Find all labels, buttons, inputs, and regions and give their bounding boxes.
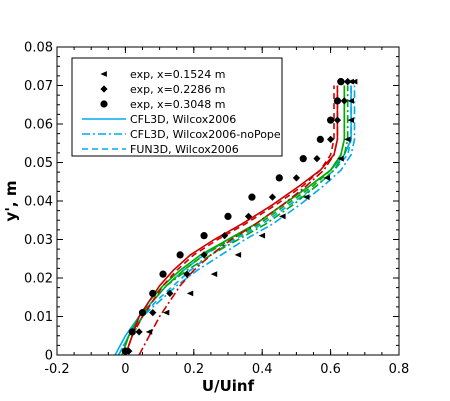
legend-entry-label: CFL3D, Wilcox2006-noPope (130, 128, 281, 141)
marker-circle-9 (248, 193, 256, 201)
y-tick-label: 0.04 (24, 195, 53, 210)
y-tick-label: 0 (45, 349, 53, 364)
y-tick-label: 0.02 (24, 272, 53, 287)
marker-triangle-left-7 (258, 232, 266, 239)
x-tick-label: 0 (121, 362, 129, 377)
marker-circle-4 (149, 289, 157, 297)
y-axis-label: y', m (2, 181, 20, 222)
marker-circle-5 (159, 270, 167, 278)
marker-triangle-left-11 (337, 155, 344, 162)
y-tick-label: 0.06 (24, 118, 53, 133)
marker-circle-2 (128, 328, 136, 336)
series-line-3 (117, 85, 352, 356)
marker-diamond-6 (200, 251, 208, 259)
marker-circle-13 (327, 116, 335, 124)
marker-triangle-left-4 (186, 290, 194, 297)
legend-entry-label: exp, x=0.2286 m (130, 83, 226, 96)
y-tick-label: 0.01 (24, 310, 53, 325)
series-layer (114, 85, 356, 356)
marker-triangle-left-5 (210, 271, 218, 278)
marker-circle-3 (138, 309, 147, 317)
legend-marker-diamond (100, 85, 108, 93)
marker-diamond-3 (149, 309, 157, 317)
y-tick-label: 0.05 (24, 156, 53, 171)
x-tick-label: 0.2 (183, 362, 204, 377)
marker-triangle-left-16 (350, 78, 358, 85)
series-line-9 (124, 85, 335, 356)
legend-entry-label: CFL3D, Wilcox2006 (130, 113, 236, 126)
marker-diamond-9 (268, 193, 277, 201)
legend-entry-label: FUN3D, Wilcox2006 (130, 143, 239, 156)
marker-circle-11 (299, 155, 307, 163)
legend-box (71, 57, 283, 157)
marker-circle-10 (275, 174, 283, 182)
marker-diamond-14 (340, 97, 348, 105)
marker-diamond-2 (135, 328, 143, 336)
legend-marker-circle (100, 100, 108, 108)
marker-triangle-left-14 (347, 98, 354, 104)
marker-diamond-8 (244, 212, 253, 220)
marker-triangle-left-2 (145, 329, 153, 335)
x-tick-label: 0.8 (389, 362, 410, 377)
marker-triangle-left-8 (279, 213, 286, 220)
marker-diamond-11 (313, 155, 321, 163)
legend: exp, x=0.1524 m exp, x=0.2286 m exp, x=0.3… (71, 57, 283, 157)
legend-entry-label: exp, x=0.1524 m (130, 68, 226, 81)
marker-circle-16 (337, 78, 345, 86)
marker-diamond-10 (292, 174, 300, 182)
series-line-8 (138, 85, 339, 356)
marker-triangle-left-6 (234, 252, 242, 258)
x-axis-label: U/Uinf (202, 377, 255, 395)
y-tick-label: 0.07 (24, 79, 53, 94)
marker-circle-12 (316, 135, 324, 143)
x-tick-label: 0.6 (320, 362, 341, 377)
marker-triangle-left-3 (162, 309, 170, 316)
marker-circle-8 (224, 212, 232, 220)
marker-diamond-7 (220, 232, 229, 240)
x-tick-label: 0.4 (252, 362, 273, 377)
x-tick-label: -0.2 (44, 362, 69, 377)
marker-diamond-5 (183, 270, 191, 278)
marker-circle-6 (176, 251, 184, 259)
marker-triangle-left-13 (347, 117, 354, 124)
marker-circle-7 (200, 232, 208, 240)
series-line-6 (121, 85, 346, 356)
marker-diamond-13 (333, 116, 342, 124)
marker-diamond-16 (344, 78, 352, 86)
marker-triangle-left-12 (344, 136, 351, 143)
marker-triangle-left-9 (303, 194, 310, 201)
y-tick-label: 0.08 (24, 41, 53, 56)
legend-marker-triangle-left (100, 71, 107, 77)
legend-entry-label: exp, x=0.3048 m (130, 98, 226, 111)
tick-layer: -0.2 0 0.2 0.4 0.6 0.800.010.020.030.040.050.… (24, 41, 409, 378)
marker-diamond-12 (327, 135, 335, 143)
marker-layer (121, 78, 358, 355)
y-tick-label: 0.03 (24, 233, 53, 248)
marker-circle-14 (333, 97, 342, 105)
marker-triangle-left-10 (323, 175, 331, 181)
marker-diamond-4 (166, 289, 174, 297)
